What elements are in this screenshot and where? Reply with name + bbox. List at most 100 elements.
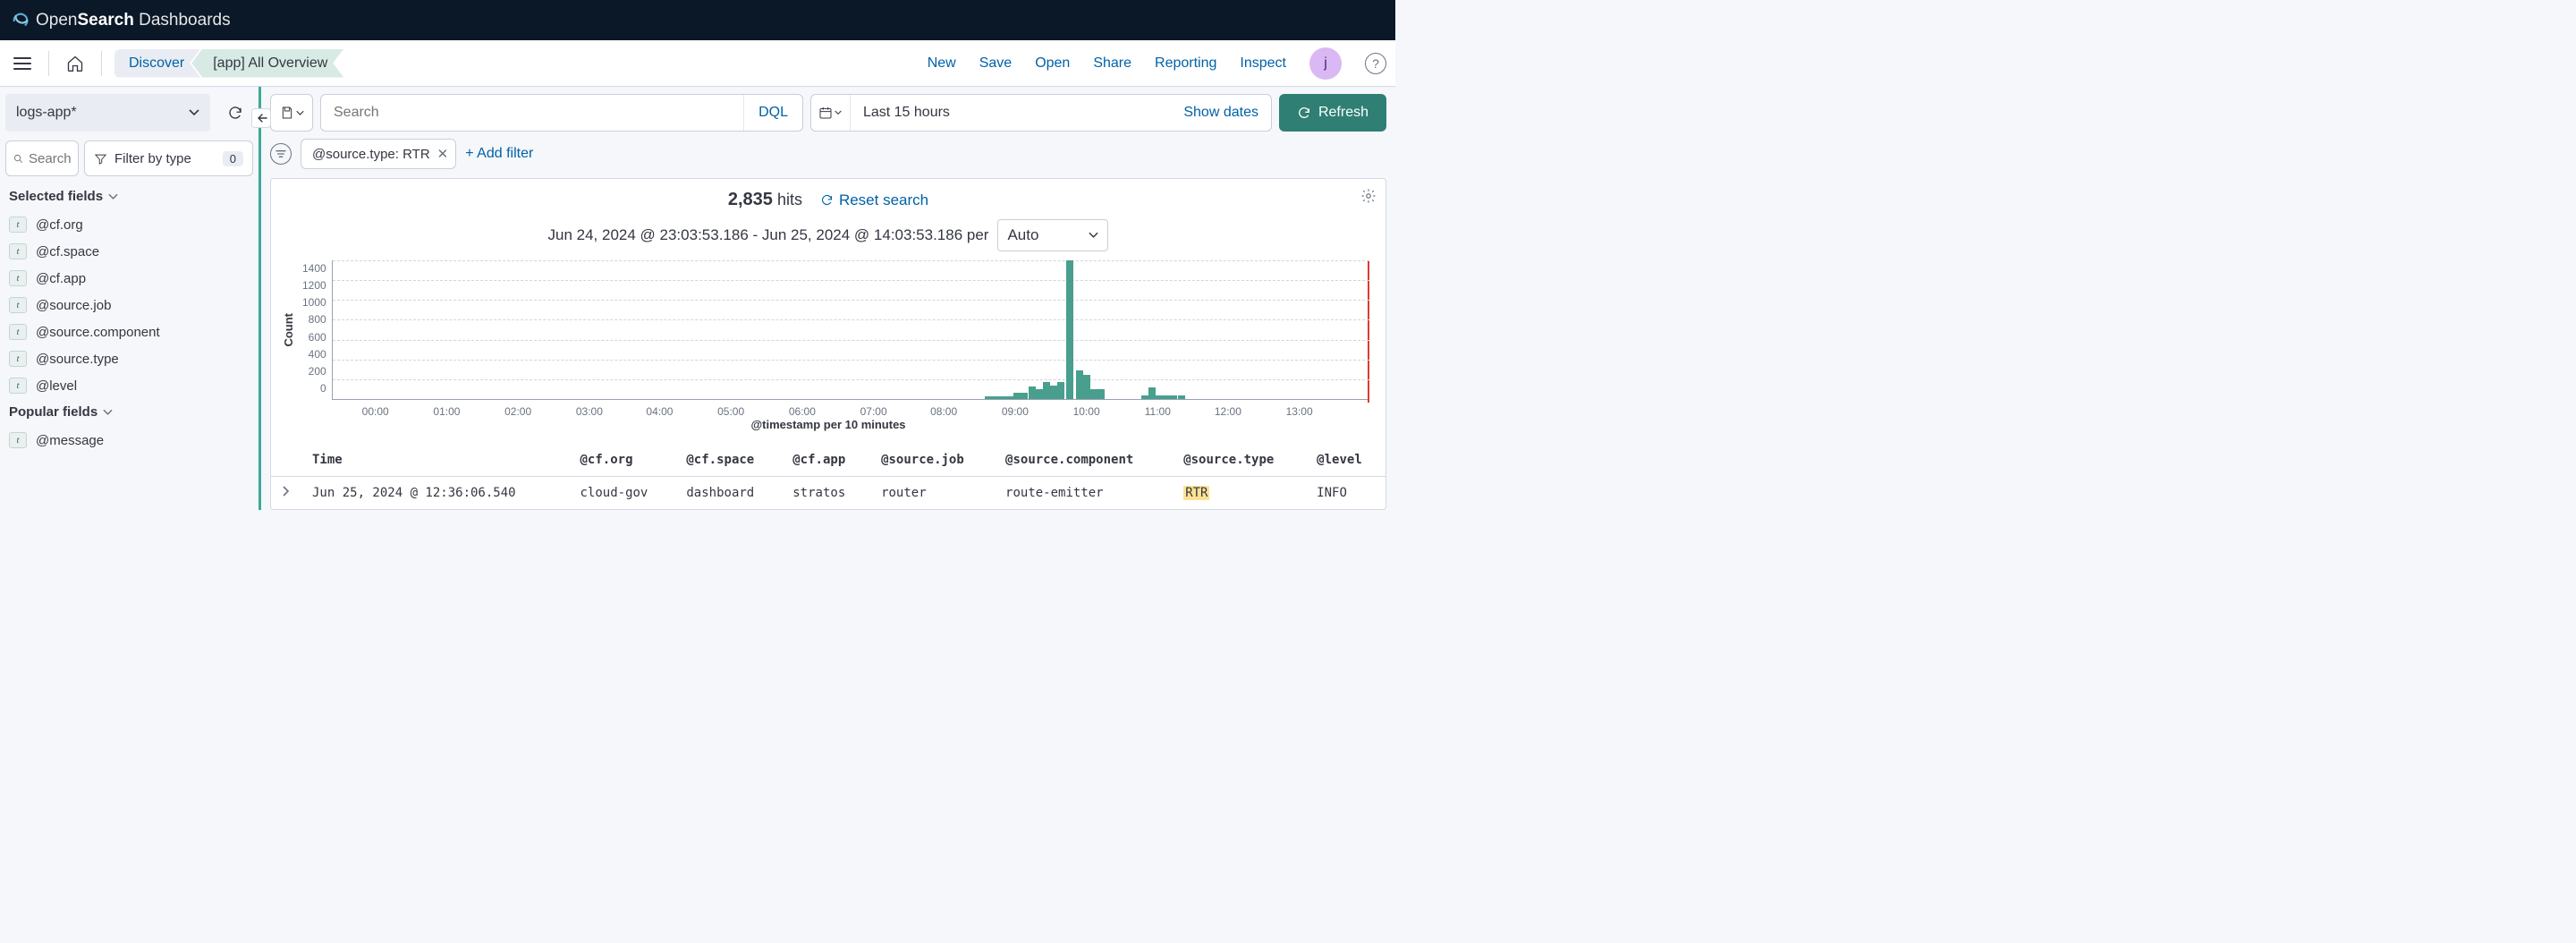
chart-bar[interactable] (1006, 396, 1013, 399)
help-button[interactable]: ? (1365, 53, 1386, 74)
refresh-index-button[interactable] (217, 95, 253, 131)
avatar[interactable]: j (1309, 47, 1342, 80)
menu-button[interactable] (9, 50, 36, 77)
filter-bar: @source.type: RTR ✕ + Add filter (261, 133, 1395, 178)
selected-fields-heading[interactable]: Selected fields (9, 189, 250, 204)
column-header[interactable]: @source.job (870, 444, 995, 477)
chart-bar[interactable] (1156, 395, 1163, 399)
field-name: @source.type (36, 352, 119, 367)
chart-plot[interactable] (332, 260, 1369, 400)
field-name: @cf.org (36, 217, 83, 233)
time-picker[interactable]: Last 15 hours Show dates (810, 94, 1272, 132)
field-type-badge: t (9, 270, 27, 286)
field-item[interactable]: t@cf.org (5, 211, 253, 238)
chart-bar[interactable] (1090, 389, 1097, 399)
cell-type: RTR (1173, 477, 1306, 510)
column-header[interactable]: @source.type (1173, 444, 1306, 477)
field-search-input[interactable] (29, 151, 71, 166)
field-item[interactable]: t@level (5, 372, 253, 399)
field-search[interactable] (5, 140, 79, 176)
collapse-sidebar-button[interactable] (251, 108, 271, 128)
chart-bar[interactable] (1076, 370, 1083, 399)
calendar-button[interactable] (811, 95, 851, 131)
panel-settings-button[interactable] (1360, 188, 1377, 207)
query-input-container: DQL (320, 94, 803, 132)
field-item[interactable]: t @cf.app (5, 265, 253, 292)
remove-filter-button[interactable]: ✕ (437, 146, 449, 162)
expand-row-button[interactable] (271, 477, 301, 510)
refresh-icon (1297, 106, 1311, 120)
filter-options-button[interactable] (270, 143, 292, 165)
field-item[interactable]: t@source.job (5, 292, 253, 319)
chart-bar[interactable] (1083, 375, 1090, 399)
nav-share[interactable]: Share (1093, 55, 1131, 72)
calendar-icon (818, 106, 833, 120)
nav-new[interactable]: New (928, 55, 956, 72)
cell-org: cloud-gov (570, 477, 676, 510)
column-header[interactable]: @cf.app (782, 444, 870, 477)
column-header[interactable]: @source.component (995, 444, 1173, 477)
chevron-down-icon (296, 110, 304, 116)
chart-bar[interactable] (1097, 389, 1105, 399)
index-pattern-select[interactable]: logs-app* (5, 94, 210, 132)
field-item[interactable]: t@source.component (5, 319, 253, 345)
breadcrumb-discover[interactable]: Discover (114, 49, 200, 78)
chart-bar[interactable] (1148, 387, 1156, 399)
chevron-down-icon (835, 110, 842, 115)
column-header[interactable]: Time (301, 444, 570, 477)
search-icon (13, 152, 23, 166)
chart-bar[interactable] (985, 396, 992, 399)
breadcrumb: Discover [app] All Overview (114, 49, 343, 78)
breadcrumb-current: [app] All Overview (191, 49, 343, 78)
field-item[interactable]: t@cf.space (5, 238, 253, 265)
nav-inspect[interactable]: Inspect (1240, 55, 1286, 72)
opensearch-icon (11, 11, 30, 30)
field-name: @level (36, 378, 77, 394)
refresh-button[interactable]: Refresh (1279, 94, 1386, 132)
query-language-button[interactable]: DQL (743, 95, 802, 131)
query-input[interactable] (321, 95, 743, 131)
chart-bar[interactable] (1050, 386, 1057, 400)
chart-bar[interactable] (1163, 395, 1170, 399)
chart-bar[interactable] (992, 396, 999, 399)
question-icon: ? (1372, 56, 1379, 71)
show-dates-link[interactable]: Show dates (1171, 105, 1271, 121)
chart-bar[interactable] (1170, 395, 1177, 399)
chart-bar[interactable] (1066, 260, 1073, 399)
column-header[interactable]: @cf.space (675, 444, 782, 477)
field-item[interactable]: t@source.type (5, 345, 253, 372)
field-item[interactable]: t@message (5, 427, 253, 454)
nav-save[interactable]: Save (979, 55, 1012, 72)
add-filter-button[interactable]: + Add filter (465, 146, 533, 162)
chart-bar[interactable] (1141, 395, 1148, 399)
filter-pill[interactable]: @source.type: RTR ✕ (301, 139, 456, 169)
home-icon (66, 55, 84, 72)
refresh-icon (227, 105, 243, 121)
field-type-badge: t (9, 297, 27, 313)
table-row[interactable]: Jun 25, 2024 @ 12:36:06.540 cloud-gov da… (271, 477, 1385, 510)
chart-bar[interactable] (1036, 389, 1043, 399)
collapse-icon (255, 114, 267, 123)
brand-logo[interactable]: OpenSearch Dashboards (11, 11, 231, 30)
chart-bar[interactable] (1013, 393, 1021, 399)
interval-select[interactable]: Auto (997, 219, 1108, 251)
chevron-down-icon (1089, 232, 1098, 239)
nav-open[interactable]: Open (1035, 55, 1070, 72)
field-name: @cf.app (36, 271, 86, 286)
chart-bar[interactable] (1178, 395, 1185, 399)
column-header[interactable]: @level (1306, 444, 1385, 477)
home-button[interactable] (62, 50, 89, 77)
reset-search-link[interactable]: Reset search (820, 191, 928, 209)
column-header[interactable]: @cf.org (570, 444, 676, 477)
chart-bar[interactable] (1057, 382, 1064, 399)
histogram-chart[interactable]: Count 1400120010008006004002000 (271, 251, 1385, 400)
y-axis-label: Count (280, 313, 297, 347)
chart-bar[interactable] (999, 396, 1006, 399)
chart-bar[interactable] (1021, 393, 1028, 399)
saved-queries-button[interactable] (270, 94, 313, 132)
nav-reporting[interactable]: Reporting (1155, 55, 1216, 72)
chart-bar[interactable] (1029, 387, 1036, 399)
chart-bar[interactable] (1043, 382, 1050, 399)
popular-fields-heading[interactable]: Popular fields (9, 404, 250, 420)
filter-by-type[interactable]: Filter by type 0 (84, 140, 253, 176)
